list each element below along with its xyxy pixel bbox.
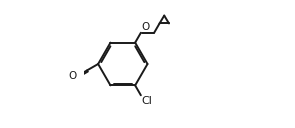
Text: Cl: Cl bbox=[142, 96, 152, 106]
Text: O: O bbox=[142, 22, 150, 32]
Text: O: O bbox=[68, 71, 77, 81]
